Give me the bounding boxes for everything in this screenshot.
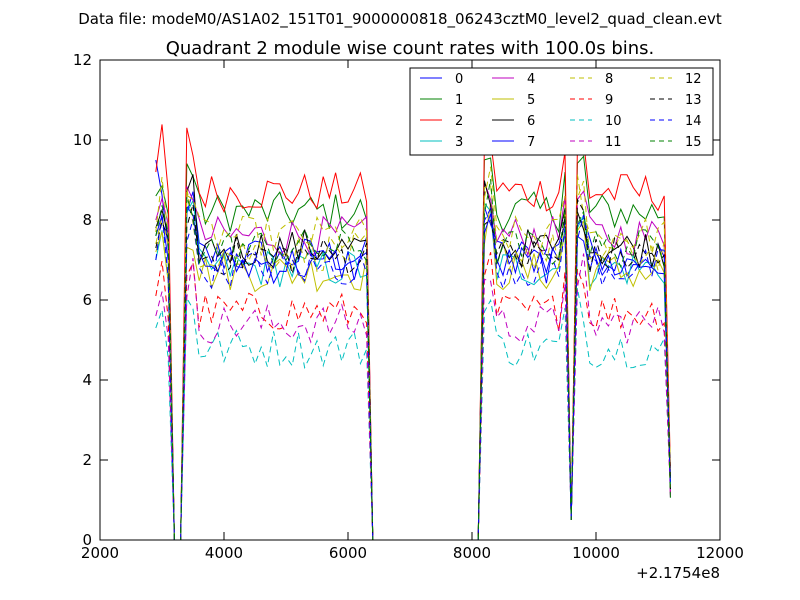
legend-label-4: 4 bbox=[527, 72, 535, 87]
series-line-14 bbox=[155, 206, 671, 541]
series-line-4 bbox=[155, 181, 671, 541]
legend-label-9: 9 bbox=[605, 93, 613, 108]
y-tick-label: 4 bbox=[82, 371, 92, 389]
series-line-2 bbox=[155, 124, 671, 541]
legend-label-12: 12 bbox=[685, 72, 702, 87]
y-tick-label: 10 bbox=[73, 131, 92, 149]
x-tick-label: 6000 bbox=[329, 544, 367, 562]
series-line-9 bbox=[155, 252, 671, 541]
data-file-label: Data file: modeM0/AS1A02_151T01_90000008… bbox=[78, 10, 722, 29]
legend-label-8: 8 bbox=[605, 72, 613, 87]
x-tick-label: 8000 bbox=[453, 544, 491, 562]
series-line-12 bbox=[155, 180, 671, 541]
series-line-8 bbox=[155, 166, 671, 541]
legend-label-15: 15 bbox=[685, 135, 702, 150]
x-tick-label: 10000 bbox=[572, 544, 620, 562]
legend-label-1: 1 bbox=[455, 93, 463, 108]
y-tick-label: 6 bbox=[82, 291, 92, 309]
legend-label-13: 13 bbox=[685, 93, 702, 108]
y-tick-label: 8 bbox=[82, 211, 92, 229]
series-layer bbox=[155, 124, 671, 541]
legend-label-7: 7 bbox=[527, 135, 535, 150]
legend-label-5: 5 bbox=[527, 93, 535, 108]
series-line-5 bbox=[155, 203, 671, 541]
x-tick-label: 12000 bbox=[696, 544, 744, 562]
legend-label-14: 14 bbox=[685, 114, 702, 129]
legend-label-2: 2 bbox=[455, 114, 463, 129]
x-tick-label: 2000 bbox=[81, 544, 119, 562]
y-tick-label: 2 bbox=[82, 451, 92, 469]
y-tick-label: 0 bbox=[82, 531, 92, 549]
series-line-1 bbox=[155, 155, 671, 541]
chart-title: Quadrant 2 module wise count rates with … bbox=[166, 38, 655, 59]
legend-label-6: 6 bbox=[527, 114, 535, 129]
x-offset-label: +2.1754e8 bbox=[636, 564, 720, 582]
legend-label-10: 10 bbox=[605, 114, 622, 129]
series-line-0 bbox=[155, 159, 671, 541]
legend-label-3: 3 bbox=[455, 135, 463, 150]
legend-label-0: 0 bbox=[455, 72, 463, 87]
series-line-6 bbox=[155, 174, 671, 541]
y-tick-label: 12 bbox=[73, 51, 92, 69]
legend-label-11: 11 bbox=[605, 135, 622, 150]
series-line-11 bbox=[155, 253, 671, 541]
x-tick-label: 4000 bbox=[205, 544, 243, 562]
